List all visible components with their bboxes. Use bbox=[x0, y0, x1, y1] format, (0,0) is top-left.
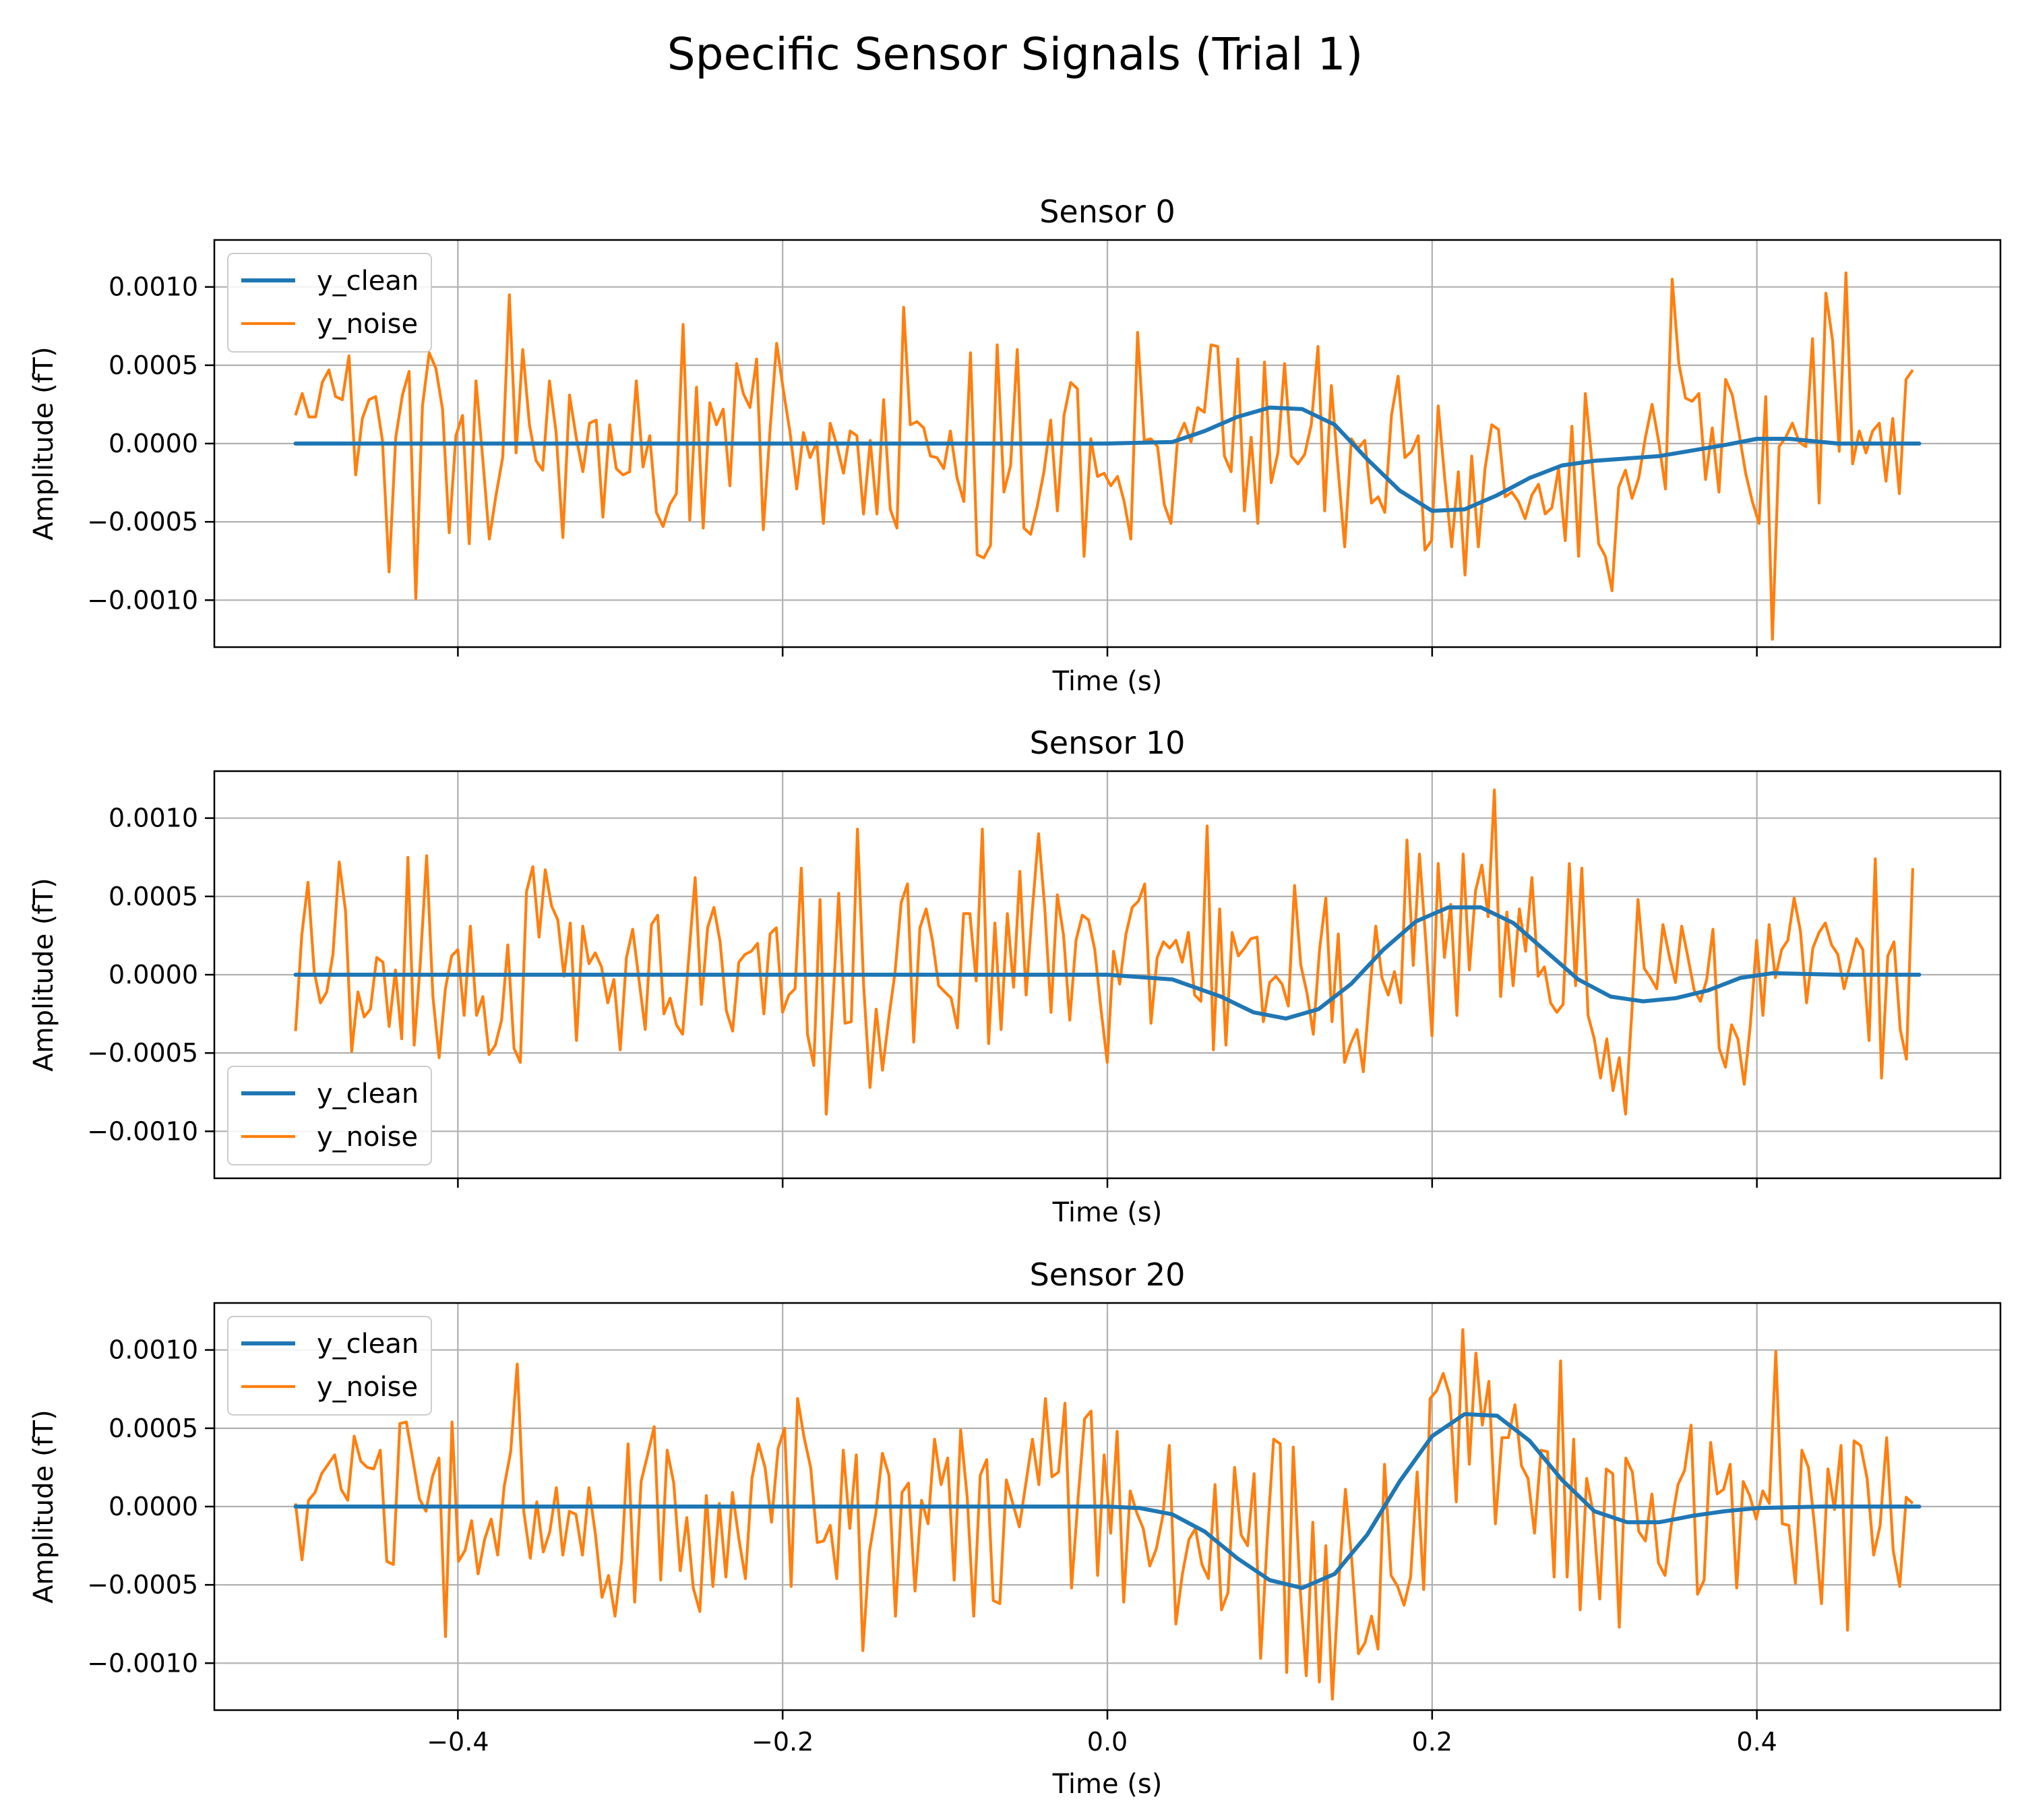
panel-title: Sensor 0 bbox=[1039, 193, 1175, 230]
series-line-y-clean bbox=[293, 905, 1922, 1021]
y-axis-label: Amplitude (fT) bbox=[28, 1409, 59, 1603]
panel-title: Sensor 20 bbox=[1030, 1256, 1186, 1293]
legend-label-y-clean: y_clean bbox=[317, 266, 419, 297]
x-tick-label: 0.4 bbox=[1736, 1727, 1777, 1757]
series-line-y-noise bbox=[294, 271, 1914, 641]
figure-title: Specific Sensor Signals (Trial 1) bbox=[667, 28, 1364, 80]
y-axis-label: Amplitude (fT) bbox=[28, 346, 59, 540]
legend-label-y-noise: y_noise bbox=[317, 309, 418, 340]
x-axis-label: Time (s) bbox=[1052, 666, 1163, 697]
series-line-y-noise bbox=[294, 1328, 1914, 1701]
y-tick-label: 0.0010 bbox=[109, 1335, 198, 1365]
series-line-y-noise bbox=[294, 788, 1914, 1116]
legend-label-y-clean: y_clean bbox=[317, 1329, 419, 1360]
x-tick-label: 0.2 bbox=[1412, 1727, 1452, 1757]
y-tick-label: −0.0010 bbox=[87, 1648, 198, 1678]
x-tick-label: 0.0 bbox=[1087, 1727, 1128, 1757]
series-line-y-clean bbox=[293, 1412, 1922, 1590]
panel-title: Sensor 10 bbox=[1030, 725, 1186, 761]
y-tick-label: −0.0010 bbox=[87, 585, 198, 615]
y-tick-label: −0.0005 bbox=[87, 1038, 198, 1068]
legend-label-y-noise: y_noise bbox=[317, 1372, 418, 1403]
panels: −0.0010 −0.0005 0.0000 0.0005 0.0010 Sensor 0… bbox=[28, 193, 2002, 1800]
y-tick-label: −0.0005 bbox=[87, 507, 198, 537]
legend: y_clean y_noise bbox=[227, 253, 432, 353]
y-tick-label: 0.0000 bbox=[109, 429, 198, 458]
y-tick-label: −0.0005 bbox=[87, 1570, 198, 1600]
legend-box bbox=[227, 1316, 432, 1416]
panel-2: −0.4 −0.2 0.0 0.2 0.4 −0.0010 −0.0005 0.0000 0.0… bbox=[28, 1256, 2002, 1800]
y-tick-label: −0.0010 bbox=[87, 1116, 198, 1146]
series-line-y-clean bbox=[293, 405, 1922, 513]
y-tick-label: 0.0005 bbox=[109, 882, 198, 911]
x-axis-label: Time (s) bbox=[1052, 1197, 1163, 1228]
y-tick-label: 0.0010 bbox=[109, 272, 198, 302]
legend-box bbox=[227, 1066, 432, 1165]
x-tick-label: −0.2 bbox=[752, 1727, 814, 1757]
legend: y_clean y_noise bbox=[227, 1316, 432, 1416]
y-tick-label: 0.0005 bbox=[109, 351, 198, 380]
legend-label-y-clean: y_clean bbox=[317, 1079, 419, 1110]
series-group bbox=[293, 1328, 1922, 1701]
y-tick-label: 0.0010 bbox=[109, 803, 198, 833]
x-axis-label: Time (s) bbox=[1052, 1769, 1163, 1800]
y-axis-label: Amplitude (fT) bbox=[28, 878, 59, 1071]
legend-box bbox=[227, 253, 432, 353]
y-tick-label: 0.0000 bbox=[109, 1492, 198, 1521]
x-tick-label: −0.4 bbox=[427, 1727, 489, 1757]
series-group bbox=[293, 788, 1922, 1116]
panel-1: −0.0010 −0.0005 0.0000 0.0005 0.0010 Sensor 1… bbox=[28, 725, 2002, 1228]
panel-0: −0.0010 −0.0005 0.0000 0.0005 0.0010 Sensor 0… bbox=[28, 193, 2002, 697]
y-tick-label: 0.0000 bbox=[109, 960, 198, 990]
y-tick-label: 0.0005 bbox=[109, 1414, 198, 1443]
legend: y_clean y_noise bbox=[227, 1066, 432, 1165]
legend-label-y-noise: y_noise bbox=[317, 1122, 418, 1153]
series-group bbox=[293, 271, 1922, 641]
